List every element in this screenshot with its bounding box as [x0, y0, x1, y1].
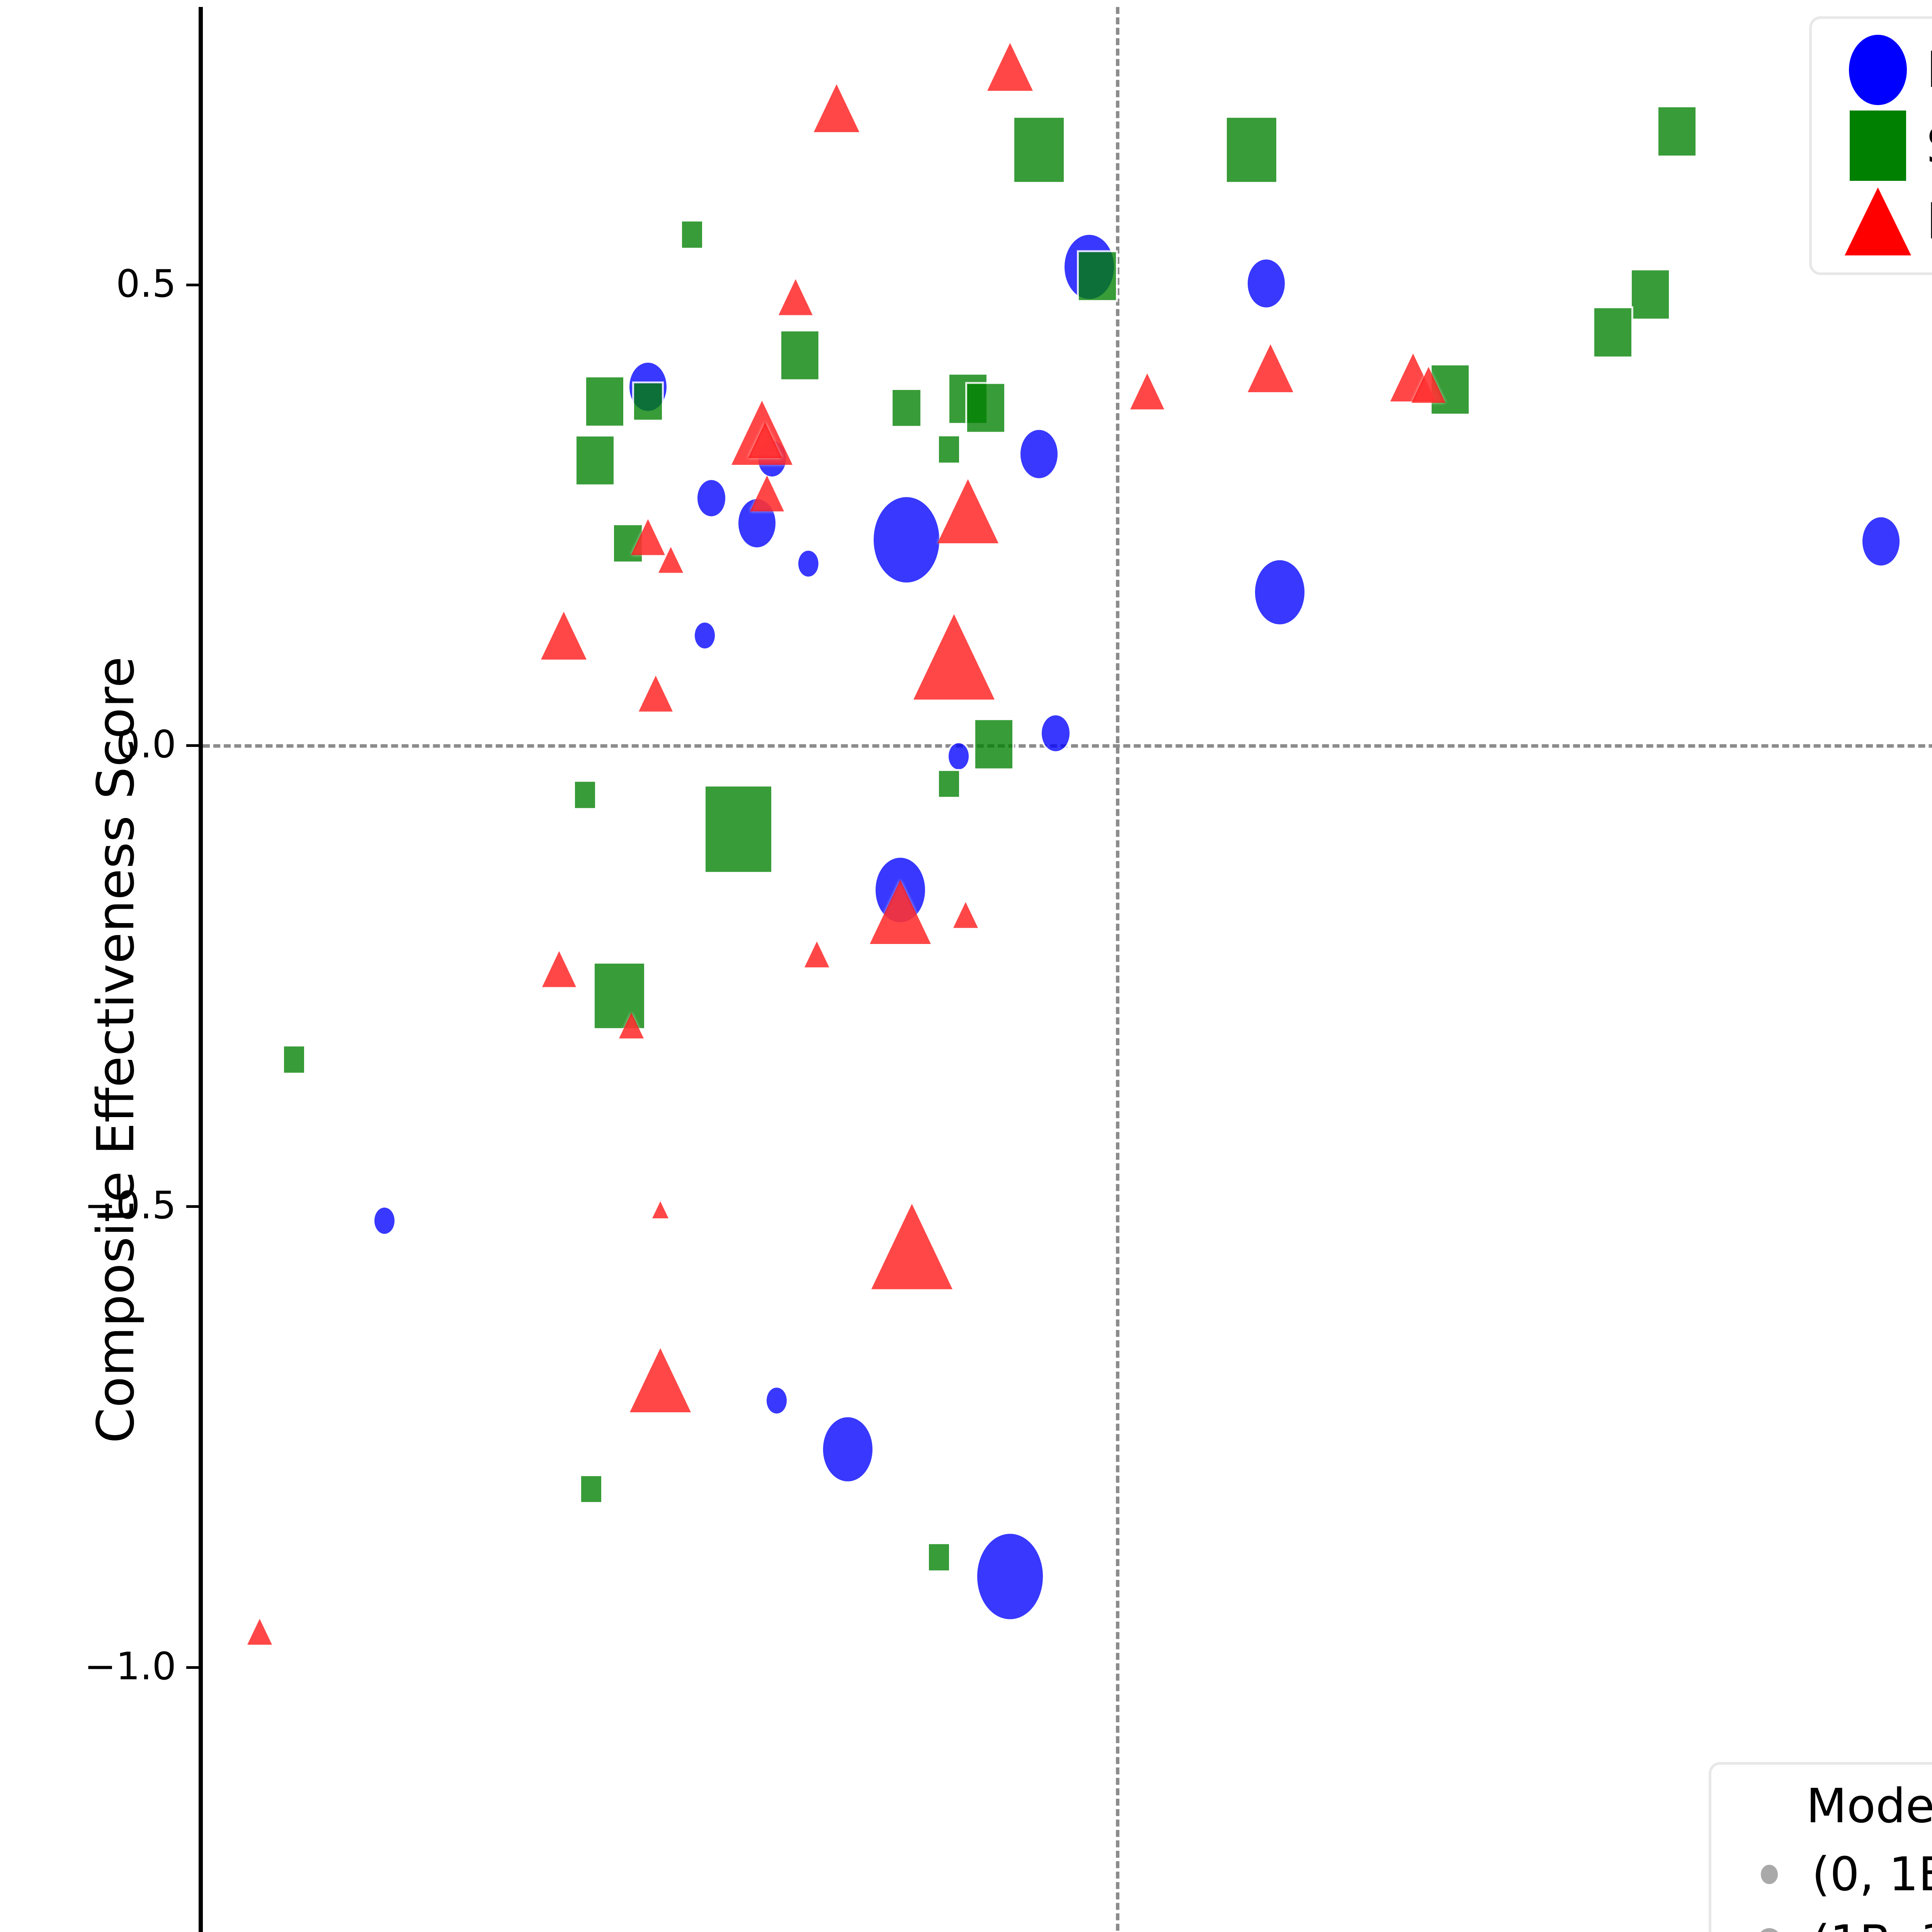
data-point-sas [634, 383, 662, 420]
data-point-mas [804, 941, 830, 968]
data-point-mas [750, 475, 784, 512]
y-tick-label: −0.5 [84, 1183, 176, 1228]
plot-area [199, 7, 1932, 1932]
data-point-sas [586, 377, 623, 426]
size-dot-icon [1727, 1865, 1812, 1884]
data-point-sas [594, 964, 644, 1028]
data-point-base [873, 497, 939, 583]
legend-label-base: Base [1926, 41, 1932, 99]
data-point-base [767, 1387, 787, 1414]
mas-triangle-icon [1830, 187, 1926, 255]
data-point-base [798, 550, 819, 577]
y-tick [186, 283, 199, 286]
reference-line-y0 [203, 744, 1932, 748]
data-point-mas [542, 951, 577, 987]
data-point-mas [987, 43, 1033, 91]
model-size-legend-item[interactable]: (1B, 3B] [1727, 1908, 1932, 1932]
data-point-sas [781, 331, 819, 380]
y-tick-label: 0.5 [116, 262, 176, 306]
y-tick [186, 1205, 199, 1208]
y-axis-title: Composite Effectiveness Score [86, 656, 146, 1444]
data-point-sas [939, 771, 959, 797]
model-size-legend-label: (0, 1B] [1812, 1847, 1932, 1901]
data-point-base [977, 1534, 1043, 1619]
data-point-mas [1130, 373, 1164, 410]
y-tick-label: −1.0 [84, 1644, 176, 1689]
series-legend[interactable]: Base SAS MAS [1809, 16, 1932, 275]
legend-item-base[interactable]: Base [1830, 32, 1932, 108]
data-point-sas [1014, 117, 1064, 182]
data-point-sas [939, 436, 959, 463]
size-dot-icon [1727, 1928, 1812, 1932]
plot-canvas [203, 7, 1932, 1932]
data-point-base [697, 480, 725, 517]
data-point-sas [1658, 107, 1696, 156]
data-point-mas [639, 675, 673, 712]
data-point-mas [814, 84, 860, 133]
data-point-base [758, 440, 786, 477]
data-point-sas [1594, 308, 1632, 357]
data-point-base [1064, 235, 1114, 299]
data-point-mas [778, 279, 813, 315]
data-point-mas [1390, 353, 1436, 401]
model-size-legend-rows: (0, 1B](1B, 3B](3B, 6B](6B, 8B](8B, 10B] [1727, 1840, 1932, 1932]
data-point-base [695, 622, 715, 649]
data-point-mas [870, 880, 931, 944]
data-point-base [1255, 560, 1305, 624]
data-point-sas [1079, 252, 1116, 300]
sas-square-icon [1830, 111, 1926, 181]
data-point-base [1020, 430, 1058, 478]
data-point-sas [581, 1476, 601, 1502]
legend-item-mas[interactable]: MAS [1830, 184, 1932, 259]
model-size-legend-label: (1B, 3B] [1812, 1916, 1932, 1932]
data-point-mas [247, 1619, 272, 1645]
data-point-mas [1412, 367, 1446, 403]
base-circle-icon [1830, 35, 1926, 105]
data-point-sas [284, 1046, 304, 1073]
data-point-sas [682, 221, 702, 248]
data-point-base [629, 362, 667, 411]
reference-line-x1 [1116, 7, 1120, 1932]
data-point-mas [619, 1012, 644, 1039]
data-point-mas [658, 547, 684, 573]
data-point-mas [731, 401, 793, 465]
data-point-mas [631, 519, 665, 555]
data-point-sas [967, 384, 1004, 432]
legend-label-mas: MAS [1926, 193, 1932, 250]
data-point-sas [1226, 117, 1276, 182]
y-tick [186, 744, 199, 747]
data-point-mas [871, 1204, 953, 1289]
data-point-sas [614, 525, 642, 562]
model-size-legend-item[interactable]: (0, 1B] [1727, 1840, 1932, 1908]
legend-item-sas[interactable]: SAS [1830, 108, 1932, 184]
legend-label-sas: SAS [1926, 117, 1932, 175]
data-point-base [1862, 517, 1900, 566]
model-size-legend[interactable]: Model Size (0, 1B](1B, 3B](3B, 6B](6B, 8… [1709, 1762, 1932, 1932]
data-point-base [876, 857, 925, 922]
data-point-base [1247, 259, 1285, 308]
data-point-sas [892, 389, 920, 426]
data-point-mas [913, 614, 995, 700]
data-point-sas [576, 436, 614, 485]
data-point-base [738, 499, 776, 548]
data-point-mas [652, 1201, 669, 1218]
data-point-sas [575, 782, 595, 808]
data-point-base [823, 1417, 873, 1482]
data-point-sas [949, 374, 986, 423]
y-tick [186, 1666, 199, 1669]
data-point-base [374, 1208, 395, 1234]
data-point-sas [706, 786, 772, 872]
data-point-mas [748, 422, 782, 458]
data-point-mas [541, 611, 587, 660]
data-point-mas [937, 479, 998, 543]
model-size-legend-title: Model Size [1806, 1779, 1932, 1833]
data-point-mas [953, 902, 978, 928]
data-point-sas [1431, 365, 1469, 414]
data-point-mas [1247, 344, 1293, 393]
data-point-mas [630, 1348, 691, 1413]
y-tick-label: 0.0 [116, 723, 176, 767]
data-point-sas [929, 1544, 949, 1570]
data-point-sas [1631, 270, 1669, 319]
